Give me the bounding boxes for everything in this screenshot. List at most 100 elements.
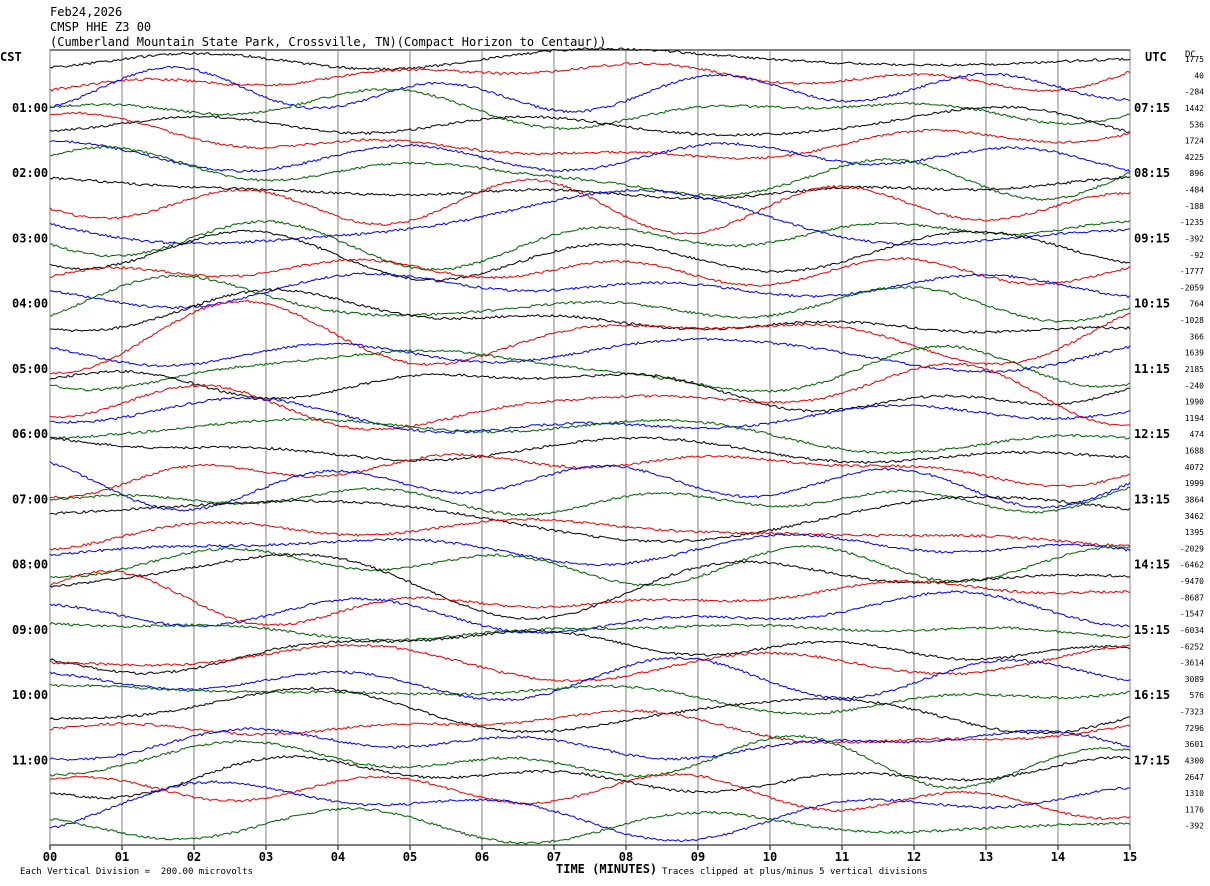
seismic-trace <box>49 734 1131 790</box>
seismic-trace <box>49 396 1131 434</box>
cst-hour-label: 10:00 <box>12 688 48 702</box>
dc-offset-value: 1176 <box>1185 805 1204 814</box>
cst-hour-label: 07:00 <box>12 492 48 506</box>
dc-offset-value: 1395 <box>1185 528 1204 537</box>
seismic-trace <box>49 176 1131 201</box>
dc-offset-value: 7296 <box>1185 724 1204 733</box>
dc-offset-value: 3864 <box>1185 495 1204 504</box>
dc-offset-value: 1990 <box>1185 398 1204 407</box>
seismic-trace <box>49 656 1131 702</box>
seismic-trace <box>49 686 1130 735</box>
utc-hour-label: 12:15 <box>1134 427 1170 441</box>
x-tick-label: 11 <box>835 850 849 864</box>
utc-hour-labels: 07:15 08:15 09:15 10:15 11:15 12:15 13:15 14:15… <box>1134 101 1170 768</box>
cst-hour-label: 11:00 <box>12 753 48 767</box>
seismic-trace <box>49 288 1131 334</box>
seismic-trace <box>49 105 1131 137</box>
utc-hour-label: 13:15 <box>1134 492 1170 506</box>
cst-hour-label: 01:00 <box>12 101 48 115</box>
dc-offset-value: 1688 <box>1185 447 1204 456</box>
x-tick-label: 07 <box>547 850 561 864</box>
seismic-trace <box>49 344 1131 394</box>
utc-hour-label: 08:15 <box>1134 166 1170 180</box>
seismic-trace <box>49 88 1131 131</box>
seismic-trace <box>49 754 1131 800</box>
dc-offset-value: 576 <box>1190 691 1205 700</box>
utc-hour-label: 17:15 <box>1134 753 1170 767</box>
dc-offset-value: 1639 <box>1185 349 1204 358</box>
x-tick-label: 09 <box>691 850 705 864</box>
dc-offset-value: 1310 <box>1185 789 1204 798</box>
dc-offset-value: 3089 <box>1185 675 1204 684</box>
dc-label: DC <box>1185 50 1196 60</box>
dc-offset-value: -92 <box>1190 251 1205 260</box>
dc-offset-value: 2185 <box>1185 365 1204 374</box>
seismic-trace <box>49 272 1131 310</box>
minute-grid <box>49 49 1131 846</box>
seismic-trace <box>49 643 1131 683</box>
dc-offset-value: 2647 <box>1185 773 1204 782</box>
dc-offset-value: -7323 <box>1180 708 1204 717</box>
dc-offset-value: 4072 <box>1185 463 1204 472</box>
seismic-traces <box>49 47 1131 845</box>
seismic-trace <box>49 219 1131 272</box>
dc-offset-value: 3462 <box>1185 512 1204 521</box>
cst-hour-label: 02:00 <box>12 166 48 180</box>
dc-offset-value: -284 <box>1185 88 1204 97</box>
dc-offset-value: -2029 <box>1180 544 1204 553</box>
utc-hour-label: 07:15 <box>1134 101 1170 115</box>
right-timezone-label: UTC <box>1145 50 1167 64</box>
seismic-trace <box>49 544 1131 587</box>
x-tick-label: 08 <box>619 850 633 864</box>
utc-hour-label: 11:15 <box>1134 362 1170 376</box>
seismic-trace <box>49 629 1131 676</box>
x-tick-label: 02 <box>187 850 201 864</box>
header-location: (Cumberland Mountain State Park, Crossvi… <box>50 35 607 49</box>
seismic-trace <box>49 369 1130 413</box>
seismic-trace <box>49 517 1131 551</box>
dc-offset-value: -1777 <box>1180 267 1204 276</box>
cst-hour-label: 06:00 <box>12 427 48 441</box>
dc-offset-value: 474 <box>1190 430 1205 439</box>
seismic-trace <box>49 188 1131 246</box>
x-axis-ticks: 00 01 02 03 04 05 06 07 08 09 10 11 12 13 14 15 <box>43 845 1137 864</box>
seismic-trace <box>49 256 1131 287</box>
dc-offset-value: -3614 <box>1180 659 1204 668</box>
dc-offset-value: 40 <box>1194 71 1204 80</box>
dc-offset-value: -6252 <box>1180 642 1204 651</box>
x-tick-label: 04 <box>331 850 345 864</box>
header-date: Feb24,2026 <box>50 5 123 19</box>
x-tick-label: 13 <box>979 850 993 864</box>
dc-offset-value: 1724 <box>1185 137 1204 146</box>
seismic-trace <box>49 780 1131 843</box>
cst-hour-label: 08:00 <box>12 558 48 572</box>
utc-hour-label: 15:15 <box>1134 623 1170 637</box>
seismic-trace <box>49 178 1131 235</box>
dc-offset-value: -1028 <box>1180 316 1204 325</box>
dc-offset-value: 1442 <box>1185 104 1204 113</box>
x-tick-label: 15 <box>1123 850 1137 864</box>
x-tick-label: 05 <box>403 850 417 864</box>
x-tick-label: 00 <box>43 850 57 864</box>
seismic-trace <box>49 65 1131 114</box>
seismic-trace <box>49 229 1131 282</box>
seismic-trace <box>50 274 1131 324</box>
dc-offset-value: -392 <box>1185 822 1204 831</box>
dc-offset-value: 366 <box>1190 332 1205 341</box>
seismic-trace <box>49 772 1131 821</box>
seismic-trace <box>49 683 1131 716</box>
dc-offset-value: -484 <box>1185 186 1204 195</box>
cst-hour-labels: 01:00 02:00 03:00 04:00 05:00 06:00 07:00 08:00… <box>12 101 48 768</box>
scale-note: Each Vertical Division = 200.00 microvol… <box>20 867 253 877</box>
seismic-trace <box>49 727 1131 762</box>
seismic-trace <box>49 532 1131 567</box>
clip-note: Traces clipped at plus/minus 5 vertical … <box>662 867 928 877</box>
dc-offset-value: 896 <box>1190 169 1205 178</box>
seismic-trace <box>49 61 1131 93</box>
x-tick-label: 01 <box>115 850 129 864</box>
seismic-trace <box>49 299 1131 375</box>
utc-hour-label: 09:15 <box>1134 231 1170 245</box>
seismic-trace <box>49 417 1131 455</box>
x-axis-title: TIME (MINUTES) <box>556 862 658 876</box>
